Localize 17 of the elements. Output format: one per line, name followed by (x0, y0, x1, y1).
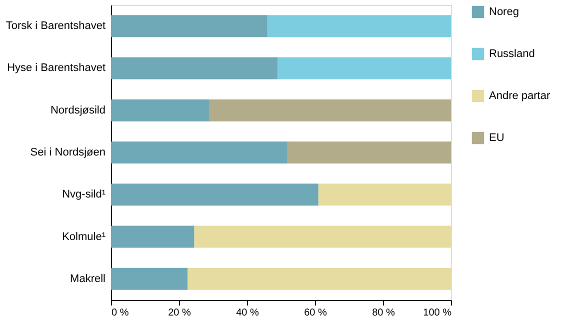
x-tick-label: 0 % (112, 308, 129, 318)
x-tick-label: 100 % (423, 308, 452, 318)
y-tick-label: Torsk i Barentshavet (6, 20, 106, 32)
legend-label: EU (489, 132, 504, 144)
legend-label: Andre partar (489, 90, 550, 102)
y-tick-label: Nvg-sild¹ (62, 188, 106, 201)
y-tick-label: Nordsjøsild (50, 104, 106, 116)
y-tick-label: Sei i Nordsjøen (30, 146, 106, 158)
y-tick-label: Makrell (70, 272, 106, 285)
y-tick-label: Hyse i Barentshavet (7, 62, 106, 74)
x-tick-label: 60 % (304, 308, 328, 318)
legend-label: Russland (489, 48, 535, 60)
x-tick-label: 80 % (372, 308, 396, 318)
legend-label: Noreg (489, 6, 519, 18)
x-tick-label: 40 % (236, 308, 260, 318)
y-tick-label: Kolmule¹ (62, 230, 106, 243)
x-tick-label: 20 % (168, 308, 192, 318)
